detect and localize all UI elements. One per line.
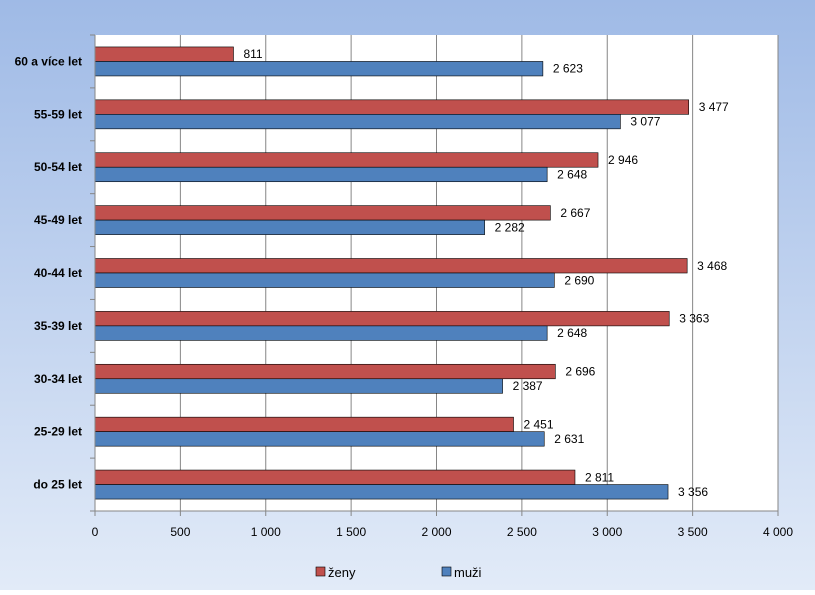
x-tick-label: 1 000 <box>251 525 281 539</box>
x-tick-label: 3 500 <box>678 525 708 539</box>
bar-zeny <box>94 99 689 115</box>
bar-zeny <box>94 46 234 62</box>
data-label: 2 648 <box>557 167 587 181</box>
bar-muzi <box>94 431 545 447</box>
category-label: 35-39 let <box>34 319 82 333</box>
category-label: 25-29 let <box>34 425 82 439</box>
bars <box>94 46 689 500</box>
data-labels: 811 2 623 3 477 3 077 2 946 2 648 2 667 2 282 3 … <box>243 47 729 499</box>
data-label: 2 387 <box>513 379 543 393</box>
bar-muzi <box>94 484 669 500</box>
bar-zeny <box>94 416 514 432</box>
data-label: 2 667 <box>560 206 590 220</box>
bar-muzi <box>94 325 548 341</box>
data-label: 811 <box>243 47 262 61</box>
bar-zeny <box>94 311 670 327</box>
category-label: 30-34 let <box>34 372 82 386</box>
data-label: 2 631 <box>554 432 584 446</box>
legend-swatch-zeny <box>315 566 326 577</box>
data-label: 2 623 <box>553 62 583 76</box>
x-tick-label: 0 <box>92 525 99 539</box>
bar-zeny <box>94 469 576 485</box>
bar-muzi <box>94 166 548 183</box>
data-label: 2 451 <box>524 417 554 431</box>
legend-label-zeny: ženy <box>328 565 356 580</box>
category-label: 60 a více let <box>15 54 82 68</box>
data-label: 3 356 <box>678 485 708 499</box>
data-label: 2 690 <box>564 273 594 287</box>
data-label: 2 696 <box>565 365 595 379</box>
data-label: 2 648 <box>557 326 587 340</box>
legend-label-muzi: muži <box>454 565 482 580</box>
x-tick-label: 2 000 <box>421 525 451 539</box>
bar-zeny <box>94 363 556 380</box>
bar-zeny <box>94 258 688 274</box>
bar-zeny <box>94 205 551 221</box>
category-label: 40-44 let <box>34 266 82 280</box>
data-label: 2 811 <box>585 470 614 484</box>
data-label: 3 077 <box>630 115 660 129</box>
bar-muzi <box>94 378 503 394</box>
category-label: 55-59 let <box>34 107 82 121</box>
legend: ženy muži <box>315 565 482 580</box>
x-tick-label: 2 500 <box>507 525 537 539</box>
bar-zeny <box>94 152 599 168</box>
x-tick-label: 1 500 <box>336 525 366 539</box>
category-label: do 25 let <box>33 478 82 492</box>
category-label: 45-49 let <box>34 213 82 227</box>
category-label: 50-54 let <box>34 160 82 174</box>
bar-muzi <box>94 219 485 235</box>
x-tick-label: 500 <box>170 525 190 539</box>
bar-muzi <box>94 61 544 77</box>
axes: 0 500 1 000 1 500 2 000 2 500 3 000 3 500 4 000 6… <box>15 34 793 539</box>
x-tick-label: 4 000 <box>763 525 793 539</box>
data-label: 3 363 <box>679 312 709 326</box>
data-label: 2 282 <box>495 220 525 234</box>
data-label: 3 468 <box>697 259 727 273</box>
legend-swatch-muzi <box>441 566 452 577</box>
x-tick-label: 3 000 <box>592 525 622 539</box>
bar-muzi <box>94 114 621 130</box>
bar-muzi <box>94 272 555 288</box>
data-label: 2 946 <box>608 153 638 167</box>
data-label: 3 477 <box>699 100 729 114</box>
